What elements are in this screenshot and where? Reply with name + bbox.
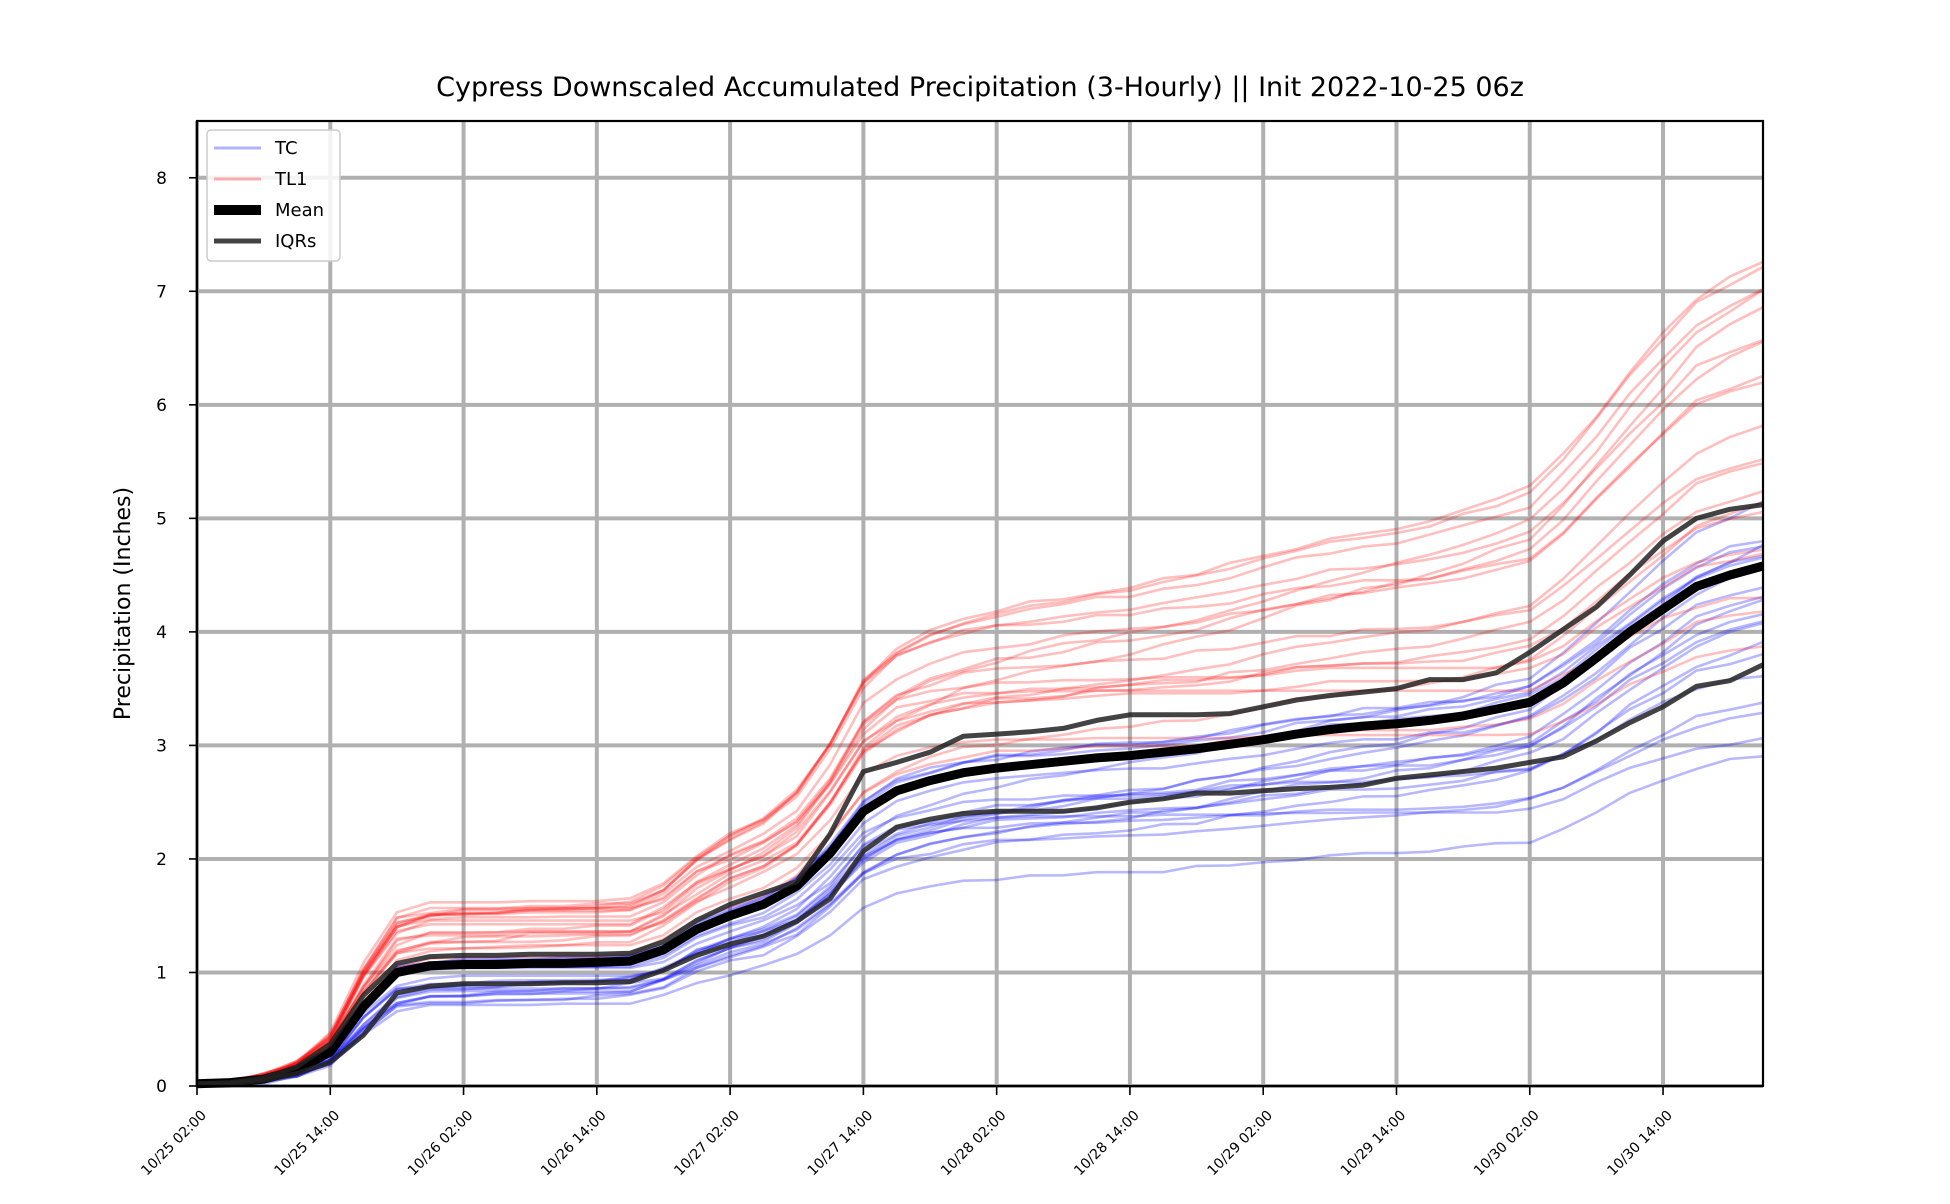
tl1-member-line [196,260,1764,1085]
y-tick-label: 0 [156,1077,167,1097]
y-tick-label: 5 [156,509,167,529]
y-tick-label: 4 [156,623,167,643]
legend-iqrs-label: IQRs [275,231,316,252]
series-layer [196,502,1765,1089]
x-tick-label: 10/30 02:00 [1471,1108,1543,1180]
iqr-series-line [197,662,1765,1087]
x-tick-label: 10/28 14:00 [1071,1108,1143,1180]
tl1-member-line [196,424,1764,1087]
tl1-member-line [196,489,1764,1087]
tc-member-line [197,567,1764,1085]
x-tick-label: 10/25 02:00 [138,1108,210,1180]
tl1-member-line [196,288,1764,1087]
x-tick-label: 10/27 14:00 [805,1108,877,1180]
x-tick-label: 10/26 14:00 [538,1108,610,1180]
legend-tl1-label: TL1 [274,169,307,190]
y-tick-label: 2 [156,850,167,870]
tl1-member-line [196,288,1764,1087]
x-tick-label: 10/27 02:00 [671,1108,743,1180]
x-tick-label: 10/29 02:00 [1205,1108,1277,1180]
tl1-member-line [196,510,1764,1085]
y-tick-label: 7 [156,282,167,302]
y-tick-label: 1 [156,963,167,983]
tl1-member-line [196,461,1764,1087]
tc-member-line [197,543,1764,1084]
tc-member-line [196,545,1764,1088]
x-tick-label: 10/26 02:00 [405,1108,477,1180]
legend-box [206,129,341,262]
tl1-member-line [196,306,1764,1088]
y-tick-label: 8 [156,169,167,189]
mean-series-line [196,561,1765,1089]
x-tick-label: 10/25 14:00 [272,1108,344,1180]
tc-member-line [196,595,1764,1084]
tc-member-line [197,640,1764,1085]
tl1-member-line [197,381,1764,1083]
tl1-member-line [196,552,1764,1083]
x-tick-label: 10/28 02:00 [938,1108,1010,1180]
tl1-member-line [196,596,1764,1085]
x-tick-label: 10/29 14:00 [1338,1108,1410,1180]
tl1-member-line [197,610,1764,1086]
y-tick-label: 3 [156,736,167,756]
tc-member-line [197,500,1764,1085]
tl1-member-line [196,645,1764,1082]
x-tick-label: 10/30 14:00 [1604,1108,1676,1180]
tl1-member-line [196,374,1764,1085]
iqr-series-line [196,502,1764,1087]
tc-member-line [197,711,1764,1083]
tl1-member-line [196,458,1764,1085]
tc-member-line [196,755,1764,1088]
tc-member-line [196,701,1764,1087]
tl1-member-line [196,340,1764,1085]
legend: TC TL1 Mean IQRs [206,129,341,262]
tl1-member-line [196,338,1764,1087]
plot-frame [195,119,1765,1088]
tc-member-line [197,621,1764,1087]
y-tick-label: 6 [156,396,167,416]
legend-tc-label: TC [274,138,298,159]
tc-member-line [196,598,1764,1084]
grid-layer [195,121,1763,1088]
chart-title: Cypress Downscaled Accumulated Precipita… [436,72,1524,103]
tl1-member-line [197,265,1764,1085]
legend-mean-label: Mean [275,200,324,221]
y-axis-label: Precipitation (Inches) [111,487,136,720]
